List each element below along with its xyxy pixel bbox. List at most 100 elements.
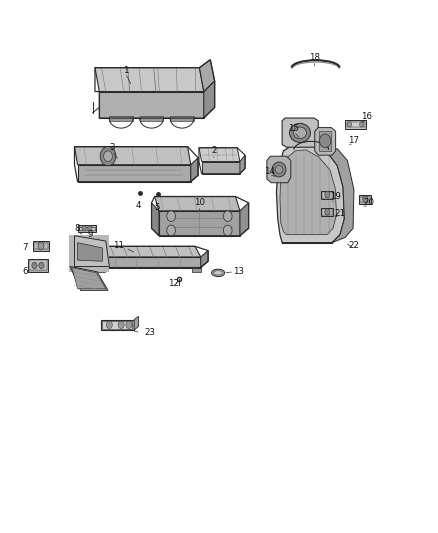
Polygon shape [134, 317, 138, 330]
Text: 9: 9 [88, 230, 93, 239]
Polygon shape [110, 116, 133, 120]
Polygon shape [95, 68, 204, 92]
Circle shape [363, 196, 368, 203]
Polygon shape [70, 266, 108, 290]
Polygon shape [74, 236, 110, 266]
Polygon shape [346, 122, 365, 127]
Circle shape [88, 225, 92, 231]
Circle shape [39, 262, 44, 269]
Text: 6: 6 [23, 268, 28, 276]
Polygon shape [322, 192, 332, 198]
Polygon shape [78, 165, 191, 182]
Circle shape [106, 321, 113, 328]
Polygon shape [199, 148, 240, 161]
Polygon shape [88, 251, 95, 268]
Polygon shape [191, 158, 198, 182]
Polygon shape [33, 241, 49, 251]
Text: 21: 21 [335, 209, 346, 218]
Polygon shape [325, 149, 354, 243]
Circle shape [32, 262, 37, 269]
Polygon shape [201, 251, 208, 268]
Circle shape [320, 134, 331, 148]
Circle shape [100, 147, 116, 166]
Circle shape [118, 321, 124, 328]
Circle shape [325, 209, 330, 215]
Polygon shape [360, 197, 371, 203]
Polygon shape [79, 227, 95, 230]
Text: 4: 4 [136, 201, 141, 210]
Circle shape [325, 191, 330, 198]
Polygon shape [97, 268, 105, 272]
Text: 8: 8 [75, 224, 80, 233]
Polygon shape [101, 319, 134, 330]
Ellipse shape [293, 127, 307, 139]
Polygon shape [102, 321, 132, 328]
Text: 15: 15 [288, 124, 299, 133]
Text: 18: 18 [309, 53, 320, 62]
Polygon shape [159, 211, 240, 236]
Circle shape [82, 225, 86, 231]
Text: 14: 14 [264, 166, 275, 175]
Polygon shape [29, 260, 47, 270]
Circle shape [104, 151, 113, 161]
Polygon shape [201, 161, 240, 174]
Polygon shape [35, 243, 47, 249]
Polygon shape [99, 92, 204, 118]
Text: 7: 7 [23, 244, 28, 253]
Polygon shape [140, 116, 163, 120]
Text: 1: 1 [123, 66, 128, 75]
Polygon shape [282, 118, 318, 147]
Polygon shape [170, 116, 194, 120]
Polygon shape [321, 191, 333, 199]
Circle shape [126, 321, 132, 328]
Text: 10: 10 [194, 198, 205, 207]
Polygon shape [359, 195, 371, 204]
Polygon shape [321, 208, 333, 216]
Polygon shape [204, 81, 215, 118]
Polygon shape [322, 209, 332, 215]
Ellipse shape [214, 271, 223, 275]
Polygon shape [95, 257, 201, 268]
Polygon shape [319, 131, 331, 151]
Polygon shape [288, 121, 314, 144]
Polygon shape [78, 225, 96, 232]
Text: 23: 23 [144, 328, 155, 337]
Circle shape [360, 122, 364, 127]
Circle shape [223, 211, 232, 221]
Text: 19: 19 [330, 192, 341, 201]
Polygon shape [315, 127, 336, 155]
Polygon shape [155, 197, 240, 211]
Circle shape [167, 225, 176, 236]
Text: 22: 22 [348, 241, 360, 250]
Polygon shape [72, 268, 106, 289]
Text: 2: 2 [211, 147, 216, 156]
Polygon shape [28, 259, 48, 272]
Circle shape [167, 211, 176, 221]
Polygon shape [240, 203, 249, 236]
Ellipse shape [275, 165, 283, 173]
Polygon shape [192, 268, 201, 272]
Text: 16: 16 [361, 112, 372, 122]
Polygon shape [276, 140, 344, 243]
Ellipse shape [272, 162, 286, 177]
Text: 3: 3 [110, 143, 115, 152]
Text: 11: 11 [113, 241, 124, 250]
Polygon shape [152, 203, 159, 236]
Text: 17: 17 [348, 136, 360, 145]
Polygon shape [345, 120, 366, 128]
Circle shape [38, 242, 44, 249]
Polygon shape [199, 60, 215, 92]
Polygon shape [74, 147, 191, 165]
Polygon shape [267, 156, 291, 183]
Polygon shape [69, 235, 110, 272]
Polygon shape [280, 150, 336, 235]
Circle shape [347, 122, 352, 127]
Ellipse shape [290, 123, 311, 142]
Text: 13: 13 [233, 268, 244, 276]
Circle shape [223, 225, 232, 236]
Polygon shape [89, 246, 201, 257]
Ellipse shape [212, 269, 225, 277]
Text: 12: 12 [168, 279, 179, 288]
Polygon shape [240, 155, 245, 174]
Text: 20: 20 [364, 198, 374, 207]
